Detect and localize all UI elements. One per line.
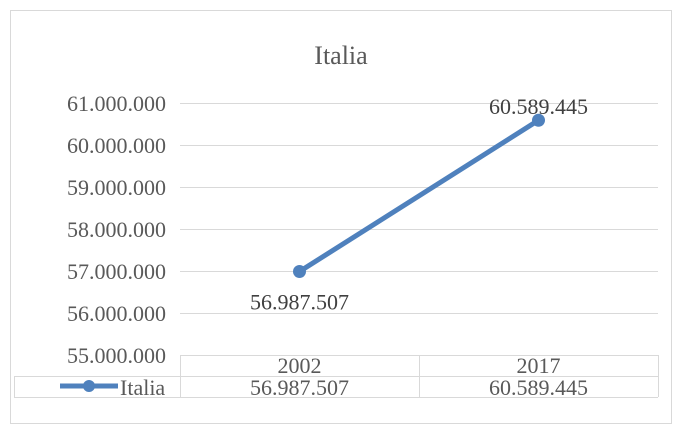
- y-tick-label: 61.000.000: [67, 91, 166, 116]
- data-point: [293, 265, 306, 279]
- data-label: 60.589.445: [489, 94, 588, 119]
- chart-border: [10, 10, 672, 424]
- series-layer: [293, 113, 545, 279]
- gridlines: [180, 103, 658, 314]
- chart-title: Italia: [314, 41, 368, 70]
- table-value: 60.589.445: [489, 375, 588, 400]
- y-tick-label: 58.000.000: [67, 217, 166, 242]
- y-tick-label: 55.000.000: [67, 343, 166, 368]
- data-table: 2002 2017 Italia 56.987.507 60.589.445: [14, 353, 659, 400]
- y-tick-label: 60.000.000: [67, 133, 166, 158]
- y-tick-label: 57.000.000: [67, 259, 166, 284]
- y-tick-label: 59.000.000: [67, 175, 166, 200]
- table-value: 56.987.507: [250, 375, 349, 400]
- category-label: 2017: [517, 353, 561, 378]
- data-labels: 56.987.507 60.589.445: [250, 94, 588, 314]
- series-line: [297, 117, 541, 275]
- category-label: 2002: [278, 353, 322, 378]
- y-axis-tick-labels: 55.000.000 56.000.000 57.000.000 58.000.000…: [67, 91, 166, 368]
- data-point: [532, 113, 545, 127]
- y-tick-label: 56.000.000: [67, 301, 166, 326]
- data-label: 56.987.507: [250, 290, 349, 315]
- legend-key-marker: [83, 380, 95, 392]
- legend-entry: Italia: [120, 375, 165, 400]
